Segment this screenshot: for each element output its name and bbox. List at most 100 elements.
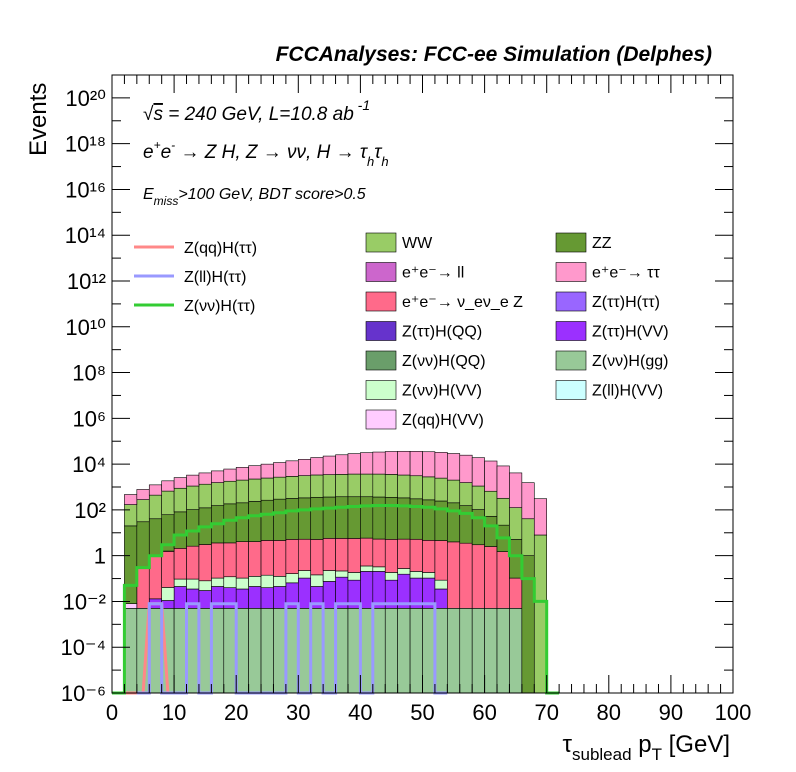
legend-swatch <box>555 262 587 282</box>
bar <box>223 542 237 578</box>
bar <box>434 588 448 609</box>
bar <box>409 498 423 540</box>
bar <box>397 538 411 569</box>
bar <box>198 483 212 509</box>
bar <box>273 586 287 609</box>
bar <box>533 534 548 694</box>
bar <box>198 544 212 582</box>
bar <box>248 501 262 542</box>
bar <box>347 572 361 581</box>
legend: Z(qq)H(ττ) Z(ll)H(ττ) Z(νν)H(ττ) WW e⁺e⁻→ ll… <box>134 232 669 430</box>
bar <box>248 541 262 577</box>
bar <box>347 538 361 573</box>
bar <box>235 588 249 609</box>
bar <box>422 476 436 501</box>
bar <box>372 608 386 694</box>
bar <box>248 576 262 587</box>
legend-label: WW <box>402 235 433 252</box>
bar <box>409 451 423 477</box>
legend-swatch <box>555 321 587 341</box>
bar <box>223 468 237 482</box>
y-tick-label: 10¹⁸ <box>65 132 106 157</box>
x-tick-label: 10 <box>162 700 186 725</box>
energy-lumi-label: √s = 240 GeV, L=10.8 ab -1 <box>143 97 370 125</box>
bar <box>173 578 187 587</box>
bar <box>124 525 138 604</box>
legend-label: Z(qq)H(ττ) <box>184 240 257 257</box>
bar <box>173 548 187 580</box>
bar <box>297 577 312 609</box>
x-tick-label: 20 <box>224 700 248 725</box>
bar <box>471 457 485 487</box>
legend-swatch <box>365 409 397 430</box>
bar <box>211 577 225 587</box>
bar <box>422 572 436 579</box>
series-e-e-e-e-z <box>136 537 523 609</box>
x-tick-label: 100 <box>715 700 752 725</box>
bar <box>434 608 448 694</box>
bar <box>372 496 386 540</box>
bar <box>496 465 510 499</box>
bar <box>434 452 448 479</box>
bar <box>360 565 374 572</box>
bar <box>211 542 225 579</box>
bar <box>173 608 187 694</box>
x-tick-label: 40 <box>348 700 372 725</box>
bar <box>136 489 150 500</box>
bar <box>186 485 200 510</box>
bar <box>434 579 448 590</box>
bar <box>285 608 299 694</box>
bar <box>322 581 336 609</box>
x-axis-label: τsublead pT [GeV] <box>563 731 730 764</box>
legend-label: Z(ττ)H(VV) <box>592 324 669 341</box>
bar <box>248 465 262 480</box>
bar <box>322 608 336 694</box>
selection-label: Emiss>100 GeV, BDT score>0.5 <box>143 186 366 208</box>
bar <box>285 476 299 499</box>
bar <box>459 454 473 483</box>
bar <box>360 473 374 498</box>
bar <box>397 568 411 575</box>
line-z-ll-h <box>136 602 448 695</box>
bar <box>509 608 523 694</box>
bar <box>384 451 398 475</box>
bar <box>223 480 237 505</box>
bar <box>384 608 398 694</box>
y-tick-label: 10¹² <box>67 269 106 294</box>
bar <box>397 450 411 476</box>
bar <box>322 455 336 475</box>
bar <box>260 587 274 609</box>
bar <box>422 540 436 573</box>
bar <box>161 490 175 516</box>
bar <box>124 603 138 609</box>
bar <box>496 551 510 609</box>
bar <box>273 576 287 587</box>
bar <box>161 480 175 492</box>
bar <box>198 472 212 485</box>
bar <box>509 472 523 508</box>
bar <box>347 453 361 475</box>
legend-label: Z(ττ)H(ττ) <box>592 294 660 311</box>
legend-label: Z(νν)H(VV) <box>402 383 482 400</box>
bar <box>211 608 225 694</box>
legend-swatch <box>365 232 397 253</box>
bar <box>471 608 485 694</box>
legend-label: Z(qq)H(VV) <box>402 412 484 429</box>
bar <box>223 576 237 588</box>
bar <box>186 588 200 609</box>
bar <box>161 600 175 609</box>
legend-swatch <box>555 350 587 371</box>
axis-ticks: 0 10 20 30 40 50 60 70 80 90 100 10⁻⁶ 10⁻⁴ 10⁻² 1 10² 10… <box>60 75 751 725</box>
bar <box>459 505 473 544</box>
bar <box>198 590 212 609</box>
x-tick-label: 80 <box>597 700 621 725</box>
bar <box>447 502 461 543</box>
annotation-block: √s = 240 GeV, L=10.8 ab -1 e+e- → Z H, Z… <box>143 97 389 208</box>
bar <box>297 538 312 571</box>
bar <box>509 577 523 609</box>
bar <box>409 538 423 572</box>
bar <box>136 499 150 523</box>
bar <box>372 473 386 498</box>
y-tick-label: 10⁶ <box>72 406 106 431</box>
bar <box>310 474 324 498</box>
